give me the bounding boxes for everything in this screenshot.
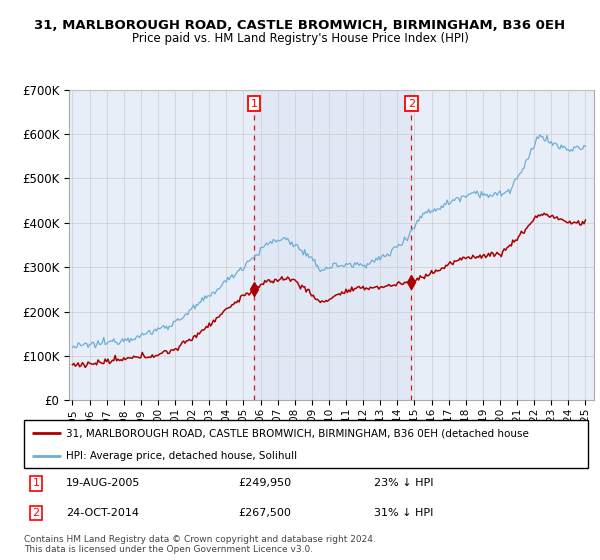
Text: 1: 1 [251, 99, 258, 109]
Text: 1: 1 [32, 478, 40, 488]
Text: HPI: Average price, detached house, Solihull: HPI: Average price, detached house, Soli… [66, 451, 298, 461]
Text: 31, MARLBOROUGH ROAD, CASTLE BROMWICH, BIRMINGHAM, B36 0EH: 31, MARLBOROUGH ROAD, CASTLE BROMWICH, B… [34, 18, 566, 32]
FancyBboxPatch shape [24, 420, 588, 468]
Text: 31% ↓ HPI: 31% ↓ HPI [374, 508, 433, 518]
Text: Price paid vs. HM Land Registry's House Price Index (HPI): Price paid vs. HM Land Registry's House … [131, 31, 469, 45]
Text: £249,950: £249,950 [238, 478, 292, 488]
Text: 23% ↓ HPI: 23% ↓ HPI [374, 478, 433, 488]
Text: 2: 2 [32, 508, 40, 518]
Bar [254, 90, 411, 400]
Text: Contains HM Land Registry data © Crown copyright and database right 2024.
This d: Contains HM Land Registry data © Crown c… [24, 535, 376, 554]
Text: 31, MARLBOROUGH ROAD, CASTLE BROMWICH, BIRMINGHAM, B36 0EH (detached house: 31, MARLBOROUGH ROAD, CASTLE BROMWICH, B… [66, 428, 529, 438]
Text: 19-AUG-2005: 19-AUG-2005 [66, 478, 140, 488]
Text: 24-OCT-2014: 24-OCT-2014 [66, 508, 139, 518]
Text: £267,500: £267,500 [238, 508, 291, 518]
Text: 2: 2 [407, 99, 415, 109]
